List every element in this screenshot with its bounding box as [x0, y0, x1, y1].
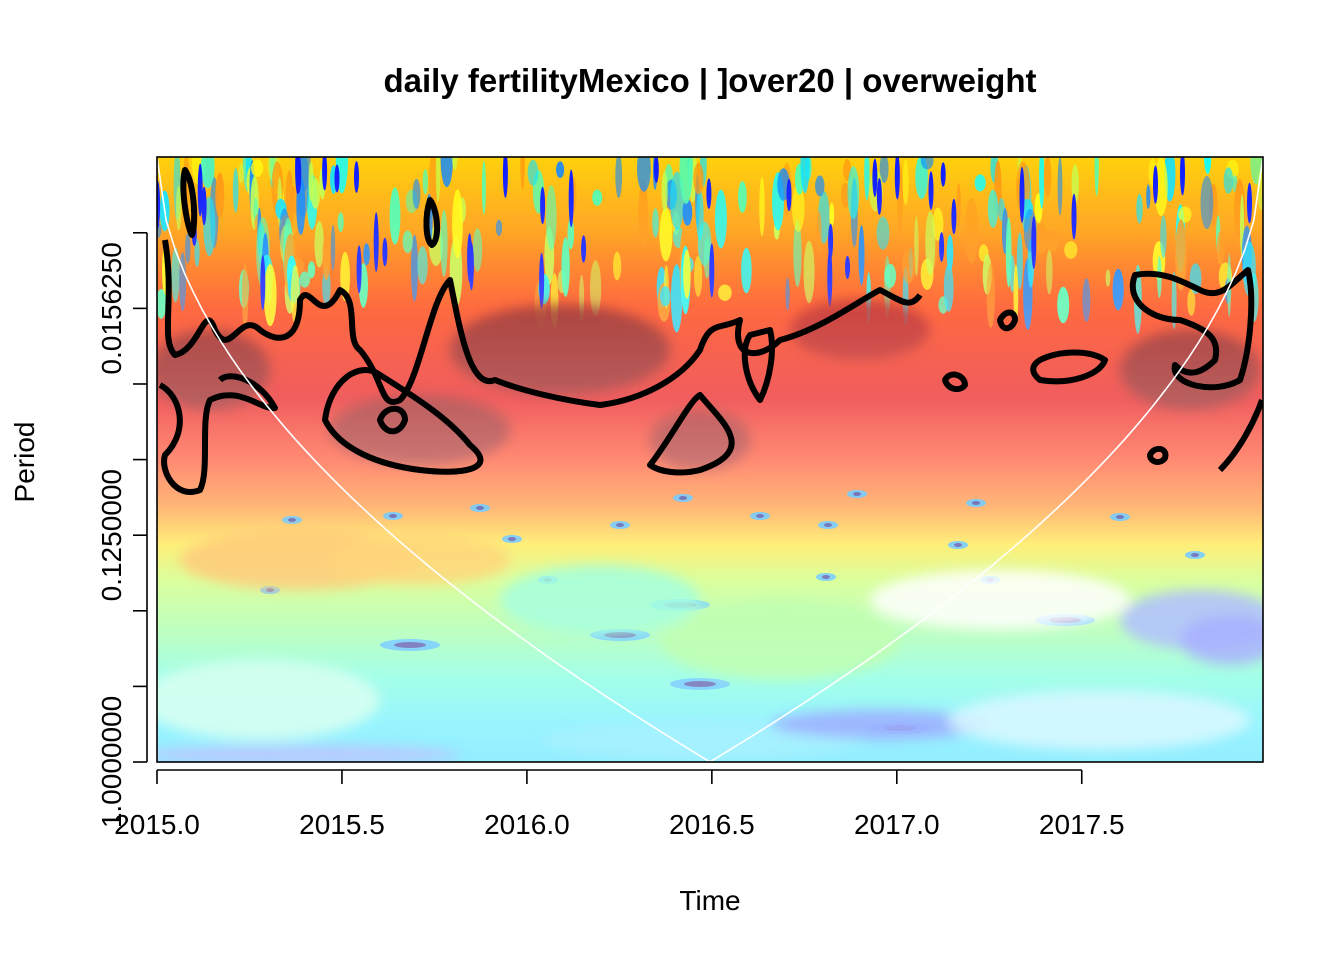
significance-contour: [423, 197, 440, 248]
y-tick-label: 1.0000000: [96, 696, 127, 828]
significance-contour: [377, 405, 408, 435]
significance-contour: [162, 239, 923, 408]
plot-area: [157, 157, 1263, 762]
significance-contour: [1147, 445, 1169, 465]
significance-contour: [1129, 267, 1255, 391]
y-axis-label: Period: [9, 422, 40, 503]
x-tick-label: 2016.5: [669, 809, 755, 840]
significance-contour: [942, 371, 968, 393]
significance-contour: [180, 167, 198, 238]
x-tick-label: 2015.5: [299, 809, 385, 840]
significance-contour: [1217, 399, 1263, 473]
x-tick-label: 2015.0: [114, 809, 200, 840]
y-tick-label: 0.0156250: [96, 242, 127, 374]
significance-contour: [1030, 349, 1108, 385]
y-axis: 1.0000000 0.1250000 0.0156250: [96, 231, 148, 828]
significance-contour: [997, 309, 1018, 332]
significance-contour: [158, 373, 278, 495]
y-tick-label: 0.1250000: [96, 469, 127, 601]
chart-title: daily fertilityMexico | ]over20 | overwe…: [383, 62, 1036, 99]
significance-contours: [158, 167, 1263, 495]
x-tick-label: 2017.0: [854, 809, 940, 840]
x-tick-label: 2016.0: [484, 809, 570, 840]
x-axis-label: Time: [679, 885, 740, 916]
x-axis: 2015.0 2015.5 2016.0 2016.5 2017.0 2017.5: [114, 769, 1125, 840]
significance-contour: [647, 392, 735, 476]
significance-contour: [741, 327, 775, 403]
x-tick-label: 2017.5: [1039, 809, 1125, 840]
significance-contour: [322, 367, 484, 475]
plot-frame: [156, 156, 1264, 763]
cone-haze: [157, 157, 1263, 762]
